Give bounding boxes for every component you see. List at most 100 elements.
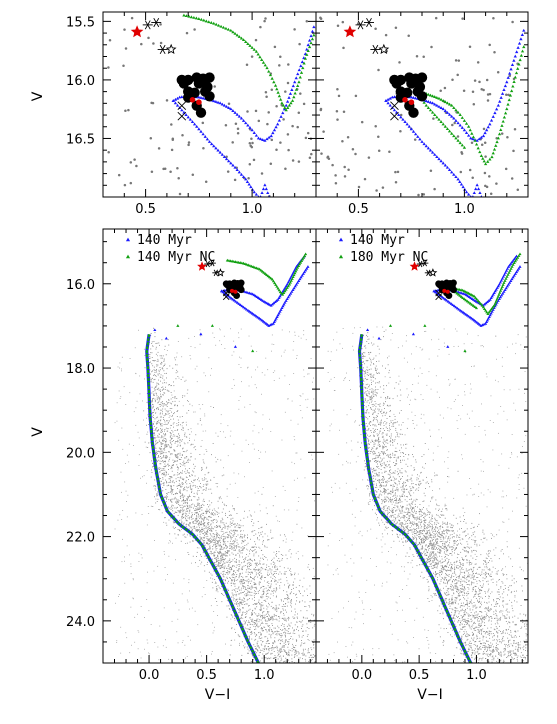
field-star: [140, 42, 143, 46]
field-star: [504, 167, 508, 171]
blue-isochrone-lower-point: [500, 293, 504, 297]
green-isochrone-point: [290, 99, 295, 102]
field-star: [308, 156, 312, 160]
green-isochrone-point: [287, 282, 292, 286]
field-star: [482, 127, 486, 131]
field-star: [327, 157, 331, 161]
green-main-sequence: [145, 334, 260, 663]
green-isochrone-point: [441, 99, 445, 102]
blue-isochrone-point: [505, 267, 510, 270]
green-isochrone-point: [270, 76, 274, 80]
blue-isochrone-point: [388, 96, 392, 100]
y-tick-label: 20.0: [66, 446, 95, 461]
blue-isochrone-lower-point: [426, 146, 431, 150]
plot-frame: [315, 228, 529, 664]
blue-isochrone-point: [464, 293, 468, 297]
blue-isochrone-lower-point: [246, 308, 250, 312]
blue-isochrone-lower: [384, 99, 472, 197]
field-star: [399, 130, 402, 133]
blue-isochrone-point: [514, 254, 519, 258]
green-isochrone-point: [516, 255, 520, 259]
field-star: [270, 138, 274, 142]
green-isochrone-lower-point: [474, 306, 478, 310]
blue-isochrone-point: [310, 29, 315, 33]
green-isochrone-lower-point: [445, 127, 450, 131]
green-isochrone-point: [484, 308, 488, 312]
blue-isochrone-point: [409, 95, 414, 99]
blue-isochrone-lower: [432, 265, 522, 327]
green-isochrone-point: [511, 263, 515, 266]
plot-area: [107, 13, 316, 197]
field-star: [291, 124, 294, 128]
field-star: [165, 99, 169, 102]
field-star: [108, 38, 112, 42]
blue-isochrone-lower-point: [514, 270, 519, 274]
blue-isochrone-lower-point: [299, 275, 303, 279]
green-isochrone-lower-point: [455, 291, 459, 295]
legend-label: 140 Myr NC: [137, 250, 215, 265]
green-isochrone-point: [260, 269, 264, 273]
blue-isochrone-point: [499, 278, 503, 282]
blue-isochrone-lower-point: [247, 182, 251, 186]
blue-isochrone-lower-point: [209, 142, 214, 146]
blue-isochrone-point: [216, 100, 220, 104]
legend: 140 Myr 180 Myr NC: [338, 233, 428, 265]
field-star: [488, 92, 492, 96]
field-star: [429, 169, 433, 173]
blue-isochrone-point: [224, 104, 229, 108]
blue-isochrone-lower-point: [229, 161, 233, 165]
x-tick-label: 1.0: [454, 202, 475, 217]
red-star: [233, 289, 238, 294]
green-isochrone-point: [268, 73, 273, 77]
field-star: [377, 149, 381, 153]
blue-isochrone-lower-point: [488, 313, 492, 317]
green-isochrone-point: [303, 254, 307, 257]
field-star: [346, 135, 350, 139]
blue-isochrone-tail-point: [472, 191, 476, 195]
blue-isochrone-lower-point: [486, 316, 490, 320]
green-isochrone-point: [462, 118, 467, 122]
green-isochrone-point: [214, 22, 218, 26]
field-star: [322, 130, 325, 133]
green-isochrone-point: [294, 269, 298, 273]
blue-isochrone-lower-point: [171, 99, 175, 102]
blue-isochrone-lower: [220, 265, 310, 327]
blue-isochrone-lower-point: [407, 124, 411, 128]
field-star: [227, 102, 231, 106]
blue-isochrone-point: [443, 109, 447, 113]
blue-isochrone-point: [509, 67, 513, 71]
axis-ticks: [315, 229, 528, 664]
field-star: [124, 47, 128, 50]
green-isochrone-point: [296, 265, 300, 269]
blue-isochrone-point: [294, 76, 298, 80]
field-star: [415, 54, 419, 58]
green-isochrone-point: [310, 37, 315, 41]
green-isochrone-point: [502, 115, 507, 119]
blue-isochrone-lower-point: [502, 290, 506, 293]
blue-isochrone-lower-point: [207, 140, 212, 143]
blue-isochrone-point: [508, 263, 512, 267]
green-isochrone-point: [505, 275, 509, 278]
green-isochrone-lower-point: [467, 300, 471, 304]
sparse-point: [411, 332, 415, 336]
x-tick-label: 0.5: [135, 202, 156, 217]
blue-isochrone-lower-point: [283, 300, 287, 304]
field-star: [305, 20, 309, 23]
blue-isochrone-point: [503, 271, 508, 274]
green-isochrone-lower-point: [428, 108, 433, 112]
green-isochrone-point: [483, 162, 488, 166]
blue-isochrone-lower-point: [228, 295, 232, 299]
blue-isochrone-tail-point: [266, 191, 270, 195]
field-star: [439, 89, 442, 93]
blue-isochrone-lower-point: [253, 313, 257, 317]
red-star: [408, 99, 415, 105]
green-isochrone-point: [192, 15, 196, 19]
blue-isochrone-lower-point: [517, 266, 521, 270]
field-star: [434, 16, 438, 20]
field-star: [319, 107, 323, 111]
green-isochrone-point: [237, 35, 241, 38]
blue-isochrone-lower-point: [439, 159, 443, 163]
blue-isochrone-lower-point: [285, 297, 289, 301]
green-isochrone-point: [505, 107, 509, 111]
blue-isochrone-point: [214, 100, 218, 103]
